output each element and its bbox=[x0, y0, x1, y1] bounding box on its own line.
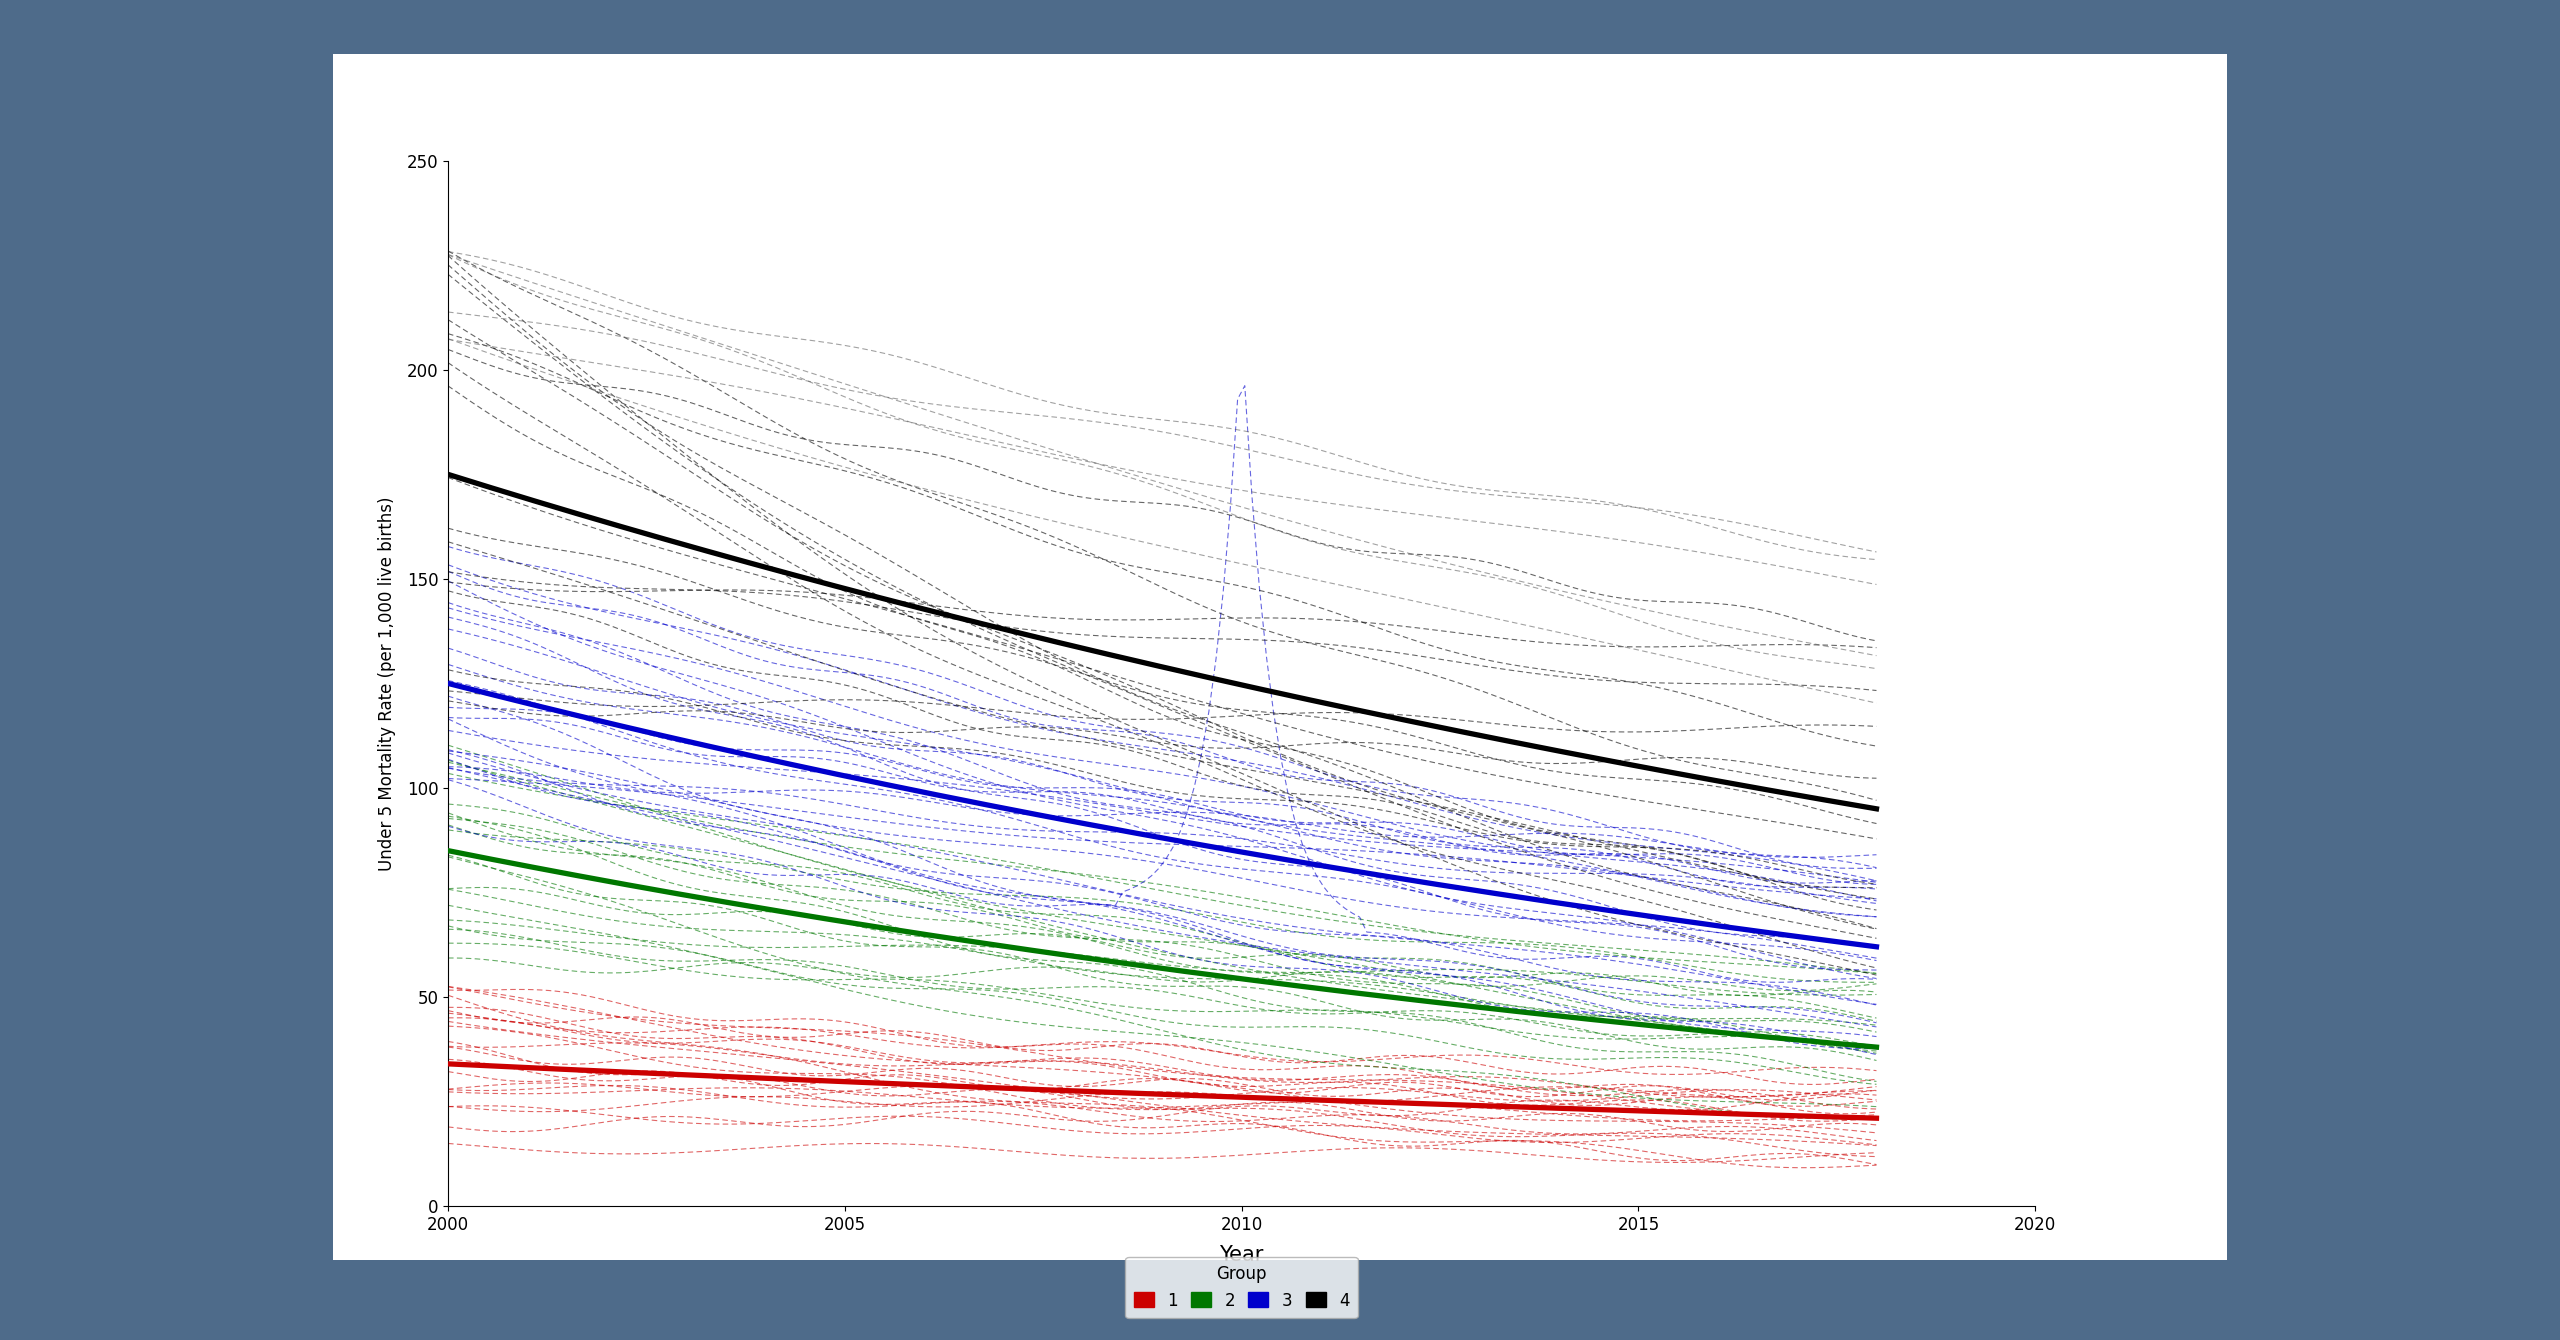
X-axis label: Year: Year bbox=[1219, 1245, 1265, 1265]
Y-axis label: Under 5 Mortality Rate (per 1,000 live births): Under 5 Mortality Rate (per 1,000 live b… bbox=[376, 496, 397, 871]
Legend: 1, 2, 3, 4: 1, 2, 3, 4 bbox=[1126, 1257, 1357, 1317]
